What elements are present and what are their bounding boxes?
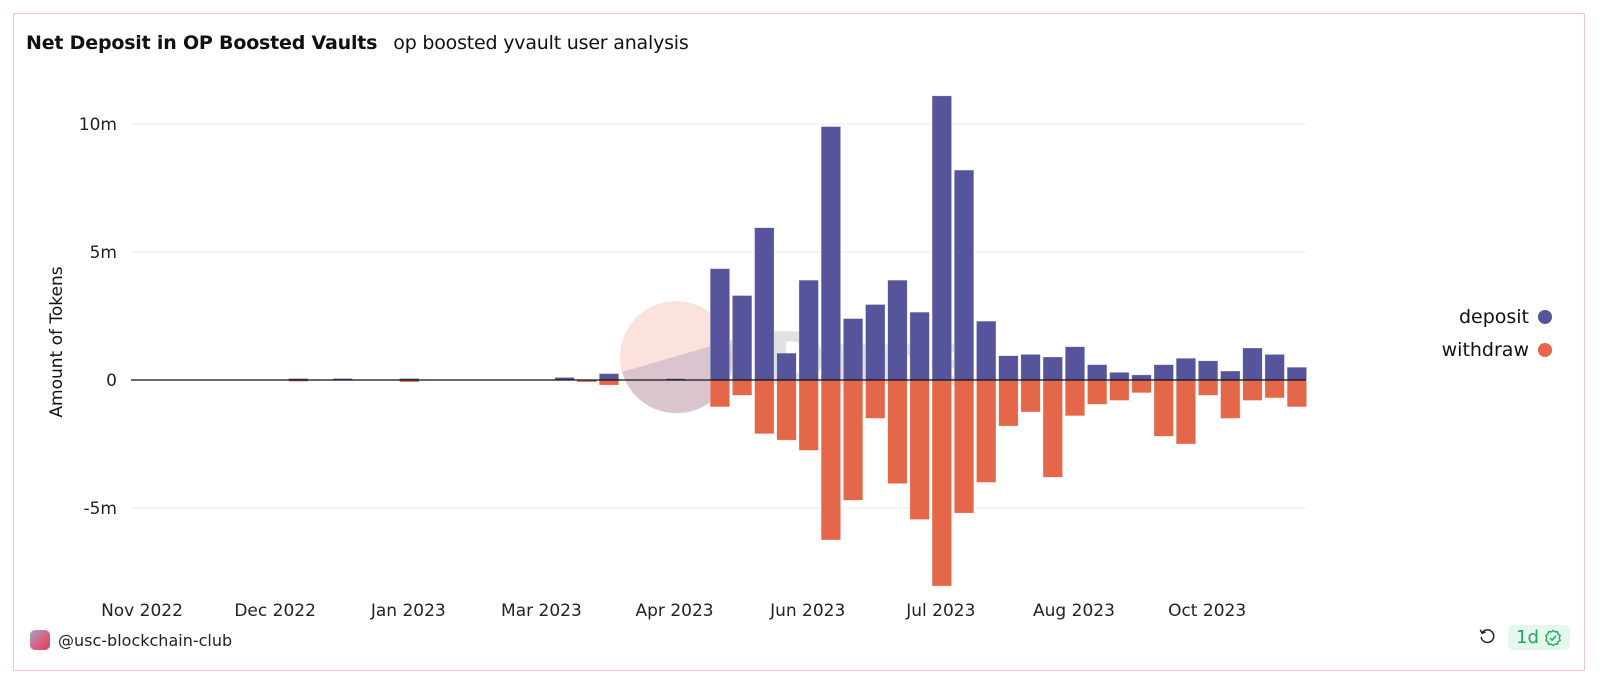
legend-item-withdraw[interactable]: withdraw xyxy=(1442,333,1552,366)
bar-withdraw[interactable] xyxy=(887,379,908,484)
footer-actions: 1d xyxy=(1478,625,1570,650)
bar-withdraw[interactable] xyxy=(998,379,1019,427)
bar-deposit[interactable] xyxy=(1286,366,1307,381)
freshness-label: 1d xyxy=(1516,627,1539,648)
bar-withdraw[interactable] xyxy=(909,379,930,520)
y-axis-ticks: 10m 5m 0 -5m xyxy=(79,115,117,519)
bar-withdraw[interactable] xyxy=(1220,379,1241,419)
bar-deposit[interactable] xyxy=(931,95,952,381)
bar-withdraw[interactable] xyxy=(1087,379,1108,405)
legend-item-deposit[interactable]: deposit xyxy=(1442,300,1552,333)
x-tick-label: Mar 2023 xyxy=(501,601,582,621)
bars xyxy=(288,95,1307,587)
bar-deposit[interactable] xyxy=(976,320,997,381)
bar-withdraw[interactable] xyxy=(709,379,730,408)
x-tick-label: Aug 2023 xyxy=(1033,601,1115,621)
dune-logo-wedge xyxy=(622,340,735,414)
bar-withdraw[interactable] xyxy=(1042,379,1063,478)
bar-deposit[interactable] xyxy=(1020,354,1041,381)
bar-deposit[interactable] xyxy=(732,295,753,381)
bar-withdraw[interactable] xyxy=(754,379,775,435)
refresh-icon-glyph xyxy=(1479,629,1495,644)
bar-deposit[interactable] xyxy=(843,318,864,381)
x-tick-label: Oct 2023 xyxy=(1168,601,1246,621)
bar-withdraw[interactable] xyxy=(953,379,975,514)
bar-withdraw[interactable] xyxy=(931,379,952,587)
y-tick-label: 10m xyxy=(79,115,117,135)
legend-dot-deposit xyxy=(1538,309,1552,324)
bar-withdraw[interactable] xyxy=(976,379,997,483)
bar-withdraw[interactable] xyxy=(865,379,886,419)
bar-withdraw[interactable] xyxy=(1109,379,1130,401)
x-tick-label: Nov 2022 xyxy=(101,601,183,621)
refresh-icon[interactable] xyxy=(1478,627,1496,648)
dune-logo-circle xyxy=(620,301,732,413)
bar-withdraw[interactable] xyxy=(732,379,753,396)
legend: deposit withdraw xyxy=(1442,300,1552,366)
bar-deposit[interactable] xyxy=(909,311,930,381)
chart-title: Net Deposit in OP Boosted Vaults xyxy=(26,32,378,54)
legend-dot-withdraw xyxy=(1538,342,1552,357)
bar-deposit[interactable] xyxy=(820,126,841,381)
bar-deposit[interactable] xyxy=(998,355,1019,381)
bar-withdraw[interactable] xyxy=(1020,379,1041,413)
bar-withdraw[interactable] xyxy=(776,379,797,441)
bar-withdraw[interactable] xyxy=(1198,379,1219,396)
bar-deposit[interactable] xyxy=(798,279,819,381)
bar-withdraw[interactable] xyxy=(1242,379,1263,401)
bar-deposit[interactable] xyxy=(1131,374,1152,381)
freshness-badge[interactable]: 1d xyxy=(1508,625,1570,650)
legend-label-withdraw: withdraw xyxy=(1441,338,1529,361)
grid-lines xyxy=(131,123,1306,509)
bar-deposit[interactable] xyxy=(1064,346,1086,381)
x-axis-ticks: Nov 2022 Dec 2022 Jan 2023 Mar 2023 Apr 2023… xyxy=(101,601,1246,621)
author-handle[interactable]: @usc-blockchain-club xyxy=(58,630,233,650)
bar-deposit[interactable] xyxy=(598,373,620,381)
bar-withdraw[interactable] xyxy=(798,379,819,451)
bar-deposit[interactable] xyxy=(1153,364,1174,381)
bar-deposit[interactable] xyxy=(1087,364,1108,381)
bar-deposit[interactable] xyxy=(709,268,730,381)
bar-deposit[interactable] xyxy=(1175,357,1196,381)
bar-deposit[interactable] xyxy=(1242,347,1263,381)
bar-withdraw[interactable] xyxy=(1153,379,1174,437)
bar-deposit[interactable] xyxy=(1220,370,1241,381)
chart-subtitle: op boosted yvault user analysis xyxy=(393,32,689,54)
bar-deposit[interactable] xyxy=(1042,356,1063,381)
x-tick-label: Dec 2022 xyxy=(234,601,316,621)
bar-withdraw[interactable] xyxy=(1064,379,1086,417)
bar-deposit[interactable] xyxy=(1264,354,1285,381)
bar-deposit[interactable] xyxy=(776,352,797,381)
y-tick-label: 0 xyxy=(106,371,117,391)
x-tick-label: Jan 2023 xyxy=(370,601,446,621)
bar-withdraw[interactable] xyxy=(820,379,841,541)
bar-withdraw[interactable] xyxy=(1286,379,1307,408)
bar-withdraw[interactable] xyxy=(598,379,620,386)
avatar xyxy=(30,630,50,650)
bar-deposit[interactable] xyxy=(953,169,975,381)
bar-withdraw[interactable] xyxy=(843,379,864,501)
chart-header: Net Deposit in OP Boosted Vaults op boos… xyxy=(26,32,689,54)
bar-deposit[interactable] xyxy=(1109,372,1130,381)
author-info[interactable]: @usc-blockchain-club xyxy=(30,630,232,650)
x-tick-label: Jul 2023 xyxy=(905,601,975,621)
legend-label-deposit: deposit xyxy=(1458,305,1529,328)
bar-deposit[interactable] xyxy=(754,227,775,381)
bar-withdraw[interactable] xyxy=(1264,379,1285,399)
x-tick-label: Jun 2023 xyxy=(769,601,845,621)
x-tick-label: Apr 2023 xyxy=(636,601,714,621)
bar-deposit[interactable] xyxy=(887,279,908,381)
bar-deposit[interactable] xyxy=(1198,360,1219,381)
bar-deposit[interactable] xyxy=(865,304,886,381)
verified-check-icon xyxy=(1545,629,1561,646)
bar-withdraw[interactable] xyxy=(1131,379,1152,394)
y-tick-label: 5m xyxy=(90,243,117,263)
bar-withdraw[interactable] xyxy=(1175,379,1196,445)
y-axis-title: Amount of Tokens xyxy=(47,266,67,417)
y-tick-label: -5m xyxy=(83,499,117,519)
